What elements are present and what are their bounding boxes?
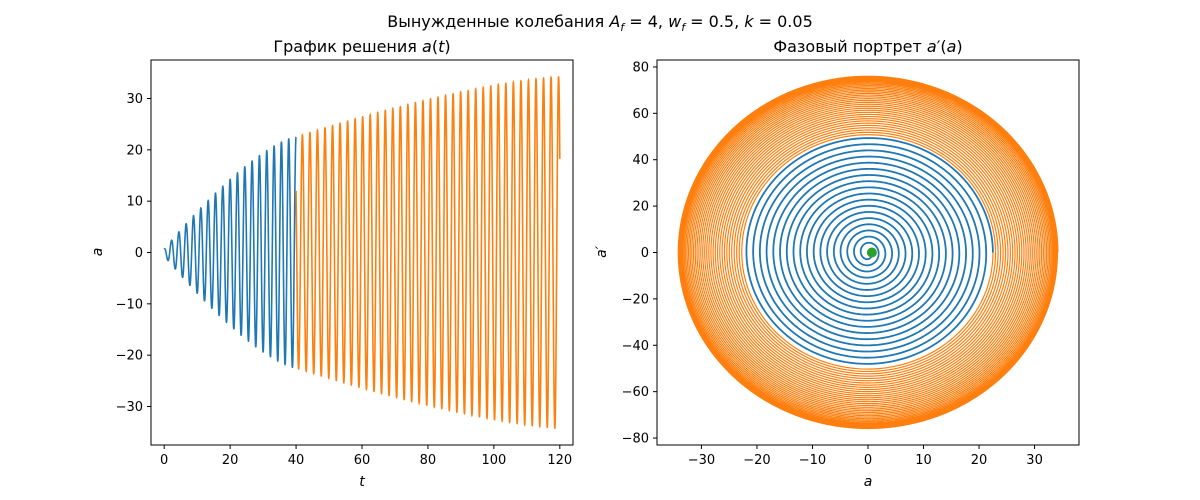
time-series-x-tick-label: 0: [160, 453, 168, 468]
phase-portrait-x-label: a: [864, 474, 873, 490]
time-series-y-tick-label: 0: [135, 246, 143, 261]
phase-portrait-chart: Фазовый портрет a′(a) −30 −20 −10 0 10 20 30 −…: [594, 37, 1080, 490]
phase-portrait-y-label: a′: [594, 245, 610, 258]
time-series-lines: [163, 75, 561, 430]
phase-portrait-y-tick-label: −60: [622, 385, 649, 400]
time-series-x-tick-label: 60: [354, 453, 371, 468]
phase-portrait-y-tick-label: −20: [622, 292, 649, 307]
time-series-y-tick-label: −20: [116, 349, 143, 364]
time-series-y-tick-label: 10: [126, 195, 143, 210]
time-series-y-label: a: [90, 248, 106, 257]
time-series-y-tick-label: 30: [126, 92, 143, 107]
phase-portrait-x-tick-label: 30: [1026, 453, 1043, 468]
phase-portrait-y-tick-label: 20: [632, 200, 649, 215]
time-series-y-tick-label: 20: [126, 143, 143, 158]
time-series-x-ticks: 0 20 40 60 80 100 120: [160, 445, 572, 468]
phase-portrait-line-2: [677, 75, 1059, 430]
phase-portrait-x-tick-label: −10: [799, 453, 826, 468]
phase-portrait-x-tick-label: −30: [688, 453, 715, 468]
phase-portrait-y-tick-label: 40: [632, 153, 649, 168]
time-series-x-tick-label: 120: [547, 453, 572, 468]
start-point-marker: [866, 247, 877, 258]
phase-portrait-lines: [677, 75, 1059, 430]
phase-portrait-x-ticks: −30 −20 −10 0 10 20 30: [688, 445, 1043, 468]
phase-portrait-y-tick-label: −80: [622, 432, 649, 447]
phase-portrait-title: Фазовый портрет a′(a): [773, 37, 962, 56]
phase-portrait-x-tick-label: 10: [915, 453, 932, 468]
time-series-y-ticks: −30 −20 −10 0 10 20 30: [116, 92, 151, 415]
time-series-y-tick-label: −10: [116, 297, 143, 312]
phase-portrait-y-tick-label: 80: [632, 60, 649, 75]
phase-portrait-line-1: [745, 137, 994, 365]
phase-portrait-y-tick-label: 60: [632, 107, 649, 122]
phase-portrait-y-tick-label: −40: [622, 339, 649, 354]
phase-portrait-y-ticks: −80 −60 −40 −20 0 20 40 60 80: [622, 60, 657, 447]
time-series-chart: График решения a(t) 0 20 40 60 80 100 120 −30−…: [90, 37, 574, 490]
time-series-line-1: [163, 136, 297, 369]
time-series-x-tick-label: 80: [420, 453, 437, 468]
time-series-x-label: t: [359, 474, 365, 490]
time-series-y-tick-label: −30: [116, 400, 143, 415]
phase-portrait-x-tick-label: 0: [864, 453, 872, 468]
phase-portrait-y-tick-label: 0: [641, 246, 649, 261]
phase-portrait-x-tick-label: 20: [971, 453, 988, 468]
time-series-x-tick-label: 40: [288, 453, 305, 468]
figure-suptitle: Вынужденные колебания Af = 4, wf = 0.5, …: [387, 12, 813, 34]
time-series-x-tick-label: 100: [481, 453, 506, 468]
time-series-x-tick-label: 20: [222, 453, 239, 468]
time-series-line-2: [295, 75, 561, 430]
phase-portrait-x-tick-label: −20: [743, 453, 770, 468]
time-series-title: График решения a(t): [273, 37, 450, 56]
